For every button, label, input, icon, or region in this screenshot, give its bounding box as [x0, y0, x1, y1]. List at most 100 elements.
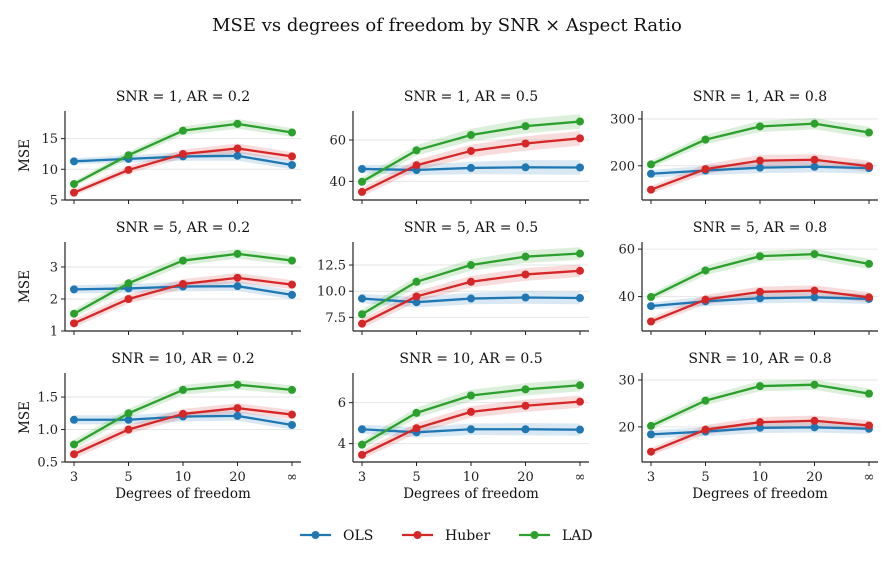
legend-item-huber: Huber — [402, 528, 490, 544]
point-lad — [576, 117, 584, 126]
panel-8: SNR = 10, AR = 0.5 4 6 3 5 10 20 ∞ Degrees of fr… — [338, 351, 589, 502]
point-lad — [412, 408, 421, 417]
point-huber — [810, 416, 819, 425]
y-tick-label: 60 — [329, 133, 346, 148]
point-lad — [124, 279, 133, 288]
y-tick-label: 1.5 — [37, 391, 58, 406]
point-lad — [865, 259, 873, 268]
point-huber — [233, 144, 242, 153]
point-lad — [865, 128, 873, 137]
point-ols — [70, 415, 78, 424]
x-tick-label: 5 — [412, 470, 420, 485]
y-tick-label: 15 — [41, 132, 58, 147]
point-huber — [810, 286, 819, 295]
point-ols — [756, 163, 764, 172]
point-ols — [233, 282, 242, 291]
x-tick-label: 5 — [701, 470, 709, 485]
ci-band-lad — [362, 114, 580, 186]
point-lad — [647, 160, 655, 169]
point-ols — [467, 294, 475, 303]
point-lad — [756, 382, 764, 391]
point-huber — [179, 409, 187, 418]
point-ols — [70, 285, 78, 294]
legend-label: OLS — [343, 528, 373, 544]
point-ols — [521, 425, 530, 434]
point-lad — [70, 440, 78, 449]
point-huber — [467, 146, 475, 155]
point-ols — [467, 425, 475, 434]
point-lad — [233, 380, 242, 389]
panel-1: SNR = 1, AR = 0.2 5 10 15 MSE — [17, 89, 301, 209]
point-huber — [576, 134, 584, 143]
point-huber — [124, 165, 133, 174]
y-tick-label: 200 — [610, 159, 635, 174]
point-huber — [358, 319, 366, 328]
point-lad — [179, 126, 187, 135]
point-huber — [521, 139, 530, 148]
point-huber — [576, 397, 584, 406]
y-tick-label: 40 — [618, 290, 635, 305]
point-huber — [179, 149, 187, 158]
x-axis-label: Degrees of freedom — [403, 486, 539, 502]
point-huber — [756, 287, 764, 296]
point-ols — [756, 294, 764, 303]
point-ols — [576, 294, 584, 303]
point-lad — [521, 385, 530, 394]
legend-marker — [413, 531, 422, 539]
point-huber — [288, 410, 296, 419]
panel-2: SNR = 1, AR = 0.5 40 60 — [329, 89, 589, 204]
point-lad — [647, 421, 655, 430]
point-huber — [701, 165, 710, 174]
point-ols — [756, 423, 764, 432]
point-lad — [124, 151, 133, 160]
panel-4: SNR = 5, AR = 0.2 1 2 3 MSE — [17, 220, 301, 340]
point-lad — [756, 122, 764, 131]
point-huber — [70, 319, 78, 328]
y-tick-label: 10 — [41, 163, 58, 178]
point-lad — [288, 128, 296, 137]
figure-title: MSE vs degrees of freedom by SNR × Aspec… — [212, 15, 682, 36]
panel-title: SNR = 10, AR = 0.8 — [688, 351, 831, 367]
x-axis-label: Degrees of freedom — [692, 486, 828, 502]
point-lad — [810, 380, 819, 389]
point-lad — [412, 277, 421, 286]
x-tick-label: 3 — [358, 470, 366, 485]
point-ols — [647, 169, 655, 178]
x-tick-label: 10 — [175, 470, 192, 485]
ci-band-huber — [362, 264, 580, 329]
point-ols — [810, 293, 819, 302]
point-huber — [756, 418, 764, 427]
point-lad — [288, 256, 296, 265]
point-ols — [288, 420, 296, 429]
point-lad — [288, 385, 296, 394]
y-tick-label: 0.5 — [37, 456, 58, 471]
point-ols — [288, 161, 296, 170]
legend: OLS Huber LAD — [300, 528, 593, 544]
point-huber — [179, 279, 187, 288]
point-huber — [647, 447, 655, 456]
y-tick-label: 1.0 — [37, 423, 58, 438]
x-tick-label: 20 — [517, 470, 534, 485]
point-huber — [810, 155, 819, 164]
point-huber — [647, 185, 655, 194]
point-ols — [521, 163, 530, 172]
point-lad — [810, 250, 819, 259]
x-tick-label: 3 — [70, 470, 78, 485]
x-tick-label: ∞ — [575, 470, 586, 485]
point-lad — [647, 293, 655, 302]
point-lad — [233, 249, 242, 258]
x-tick-label: 3 — [647, 470, 655, 485]
point-ols — [233, 411, 242, 420]
point-lad — [233, 119, 242, 128]
point-ols — [810, 423, 819, 432]
panel-9: SNR = 10, AR = 0.8 20 30 3 5 10 20 ∞ Degrees of … — [618, 351, 878, 502]
point-huber — [233, 273, 242, 282]
x-tick-label: 10 — [752, 470, 769, 485]
point-lad — [179, 385, 187, 394]
point-lad — [358, 440, 366, 449]
panel-title: SNR = 5, AR = 0.5 — [404, 220, 538, 236]
point-huber — [412, 161, 421, 170]
x-tick-label: ∞ — [287, 470, 298, 485]
legend-marker — [530, 531, 539, 539]
